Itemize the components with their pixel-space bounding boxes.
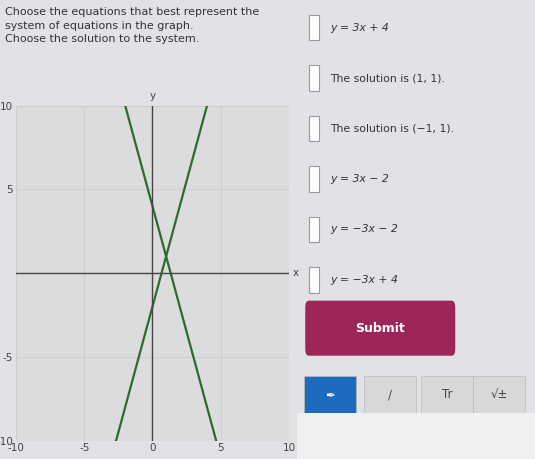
Bar: [309, 217, 319, 242]
Text: y = 3x + 4: y = 3x + 4: [331, 22, 389, 33]
Text: The solution is (−1, 1).: The solution is (−1, 1).: [331, 123, 455, 134]
Text: ✒: ✒: [325, 388, 335, 401]
Bar: [473, 376, 525, 413]
Text: y = −3x + 4: y = −3x + 4: [331, 275, 399, 285]
Text: y = 3x − 2: y = 3x − 2: [331, 174, 389, 184]
Text: x: x: [293, 268, 299, 278]
Bar: [297, 413, 535, 459]
Text: √±: √±: [491, 388, 508, 401]
Bar: [364, 376, 416, 413]
Text: Choose the solution to the system.: Choose the solution to the system.: [5, 34, 200, 45]
Bar: [309, 166, 319, 192]
Text: Tr: Tr: [442, 388, 452, 401]
Text: /: /: [388, 388, 392, 401]
Bar: [421, 376, 473, 413]
Text: y = −3x − 2: y = −3x − 2: [331, 224, 399, 235]
Text: Submit: Submit: [355, 322, 405, 335]
Text: system of equations in the graph.: system of equations in the graph.: [5, 21, 194, 31]
Bar: [309, 15, 319, 40]
Bar: [304, 376, 356, 413]
Text: The solution is (1, 1).: The solution is (1, 1).: [331, 73, 446, 83]
Text: y: y: [149, 90, 156, 101]
Text: Choose the equations that best represent the: Choose the equations that best represent…: [5, 7, 259, 17]
Bar: [309, 267, 319, 293]
Bar: [309, 116, 319, 141]
FancyBboxPatch shape: [305, 301, 455, 356]
Bar: [309, 65, 319, 91]
